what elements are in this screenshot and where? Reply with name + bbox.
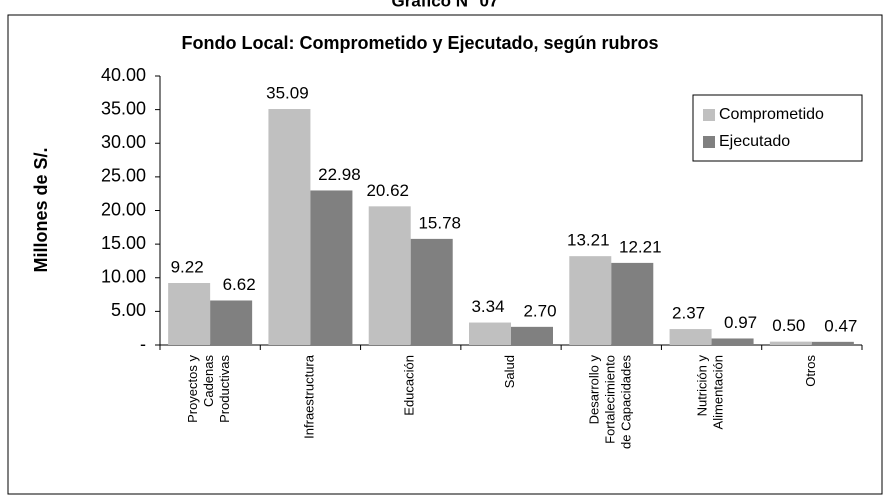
bar [168, 282, 211, 345]
value-label: 35.09 [266, 84, 309, 103]
bar [569, 256, 612, 345]
legend-label: Ejecutado [719, 133, 790, 150]
value-label: 6.62 [223, 275, 256, 294]
y-tick-label: 5.00 [111, 300, 146, 320]
x-tick-label: Desarrollo yFortalecimientode Capacidade… [587, 355, 634, 449]
legend-box [692, 94, 863, 162]
value-label: 0.97 [724, 313, 757, 332]
legend-label: Comprometido [719, 106, 824, 123]
value-label: 2.37 [672, 304, 705, 323]
value-label: 15.78 [418, 213, 461, 232]
value-label: 20.62 [366, 181, 409, 200]
value-label: 0.47 [824, 316, 857, 335]
value-label: 12.21 [619, 237, 662, 256]
bar [669, 329, 712, 345]
bar [611, 262, 654, 345]
y-tick-label: 30.00 [101, 132, 146, 152]
x-tick-label: Nutrición yAlimentación [695, 355, 726, 430]
bar [310, 190, 353, 345]
y-tick-label: 25.00 [101, 166, 146, 186]
y-tick-label: 35.00 [101, 98, 146, 118]
value-label: 3.34 [471, 297, 504, 316]
x-tick-label: Educación [402, 355, 417, 416]
chart-title: Fondo Local: Comprometido y Ejecutado, s… [181, 33, 658, 53]
x-tick-label: Salud [502, 355, 517, 388]
y-tick-label: 40.00 [101, 65, 146, 85]
value-label: 13.21 [567, 231, 610, 250]
value-label: 0.50 [772, 316, 805, 335]
bar [469, 322, 511, 345]
x-tick-label: Proyectos yCadenasProductivas [186, 355, 233, 423]
x-tick-label: Otros [803, 355, 818, 387]
y-axis-label: Millones de S/. [31, 147, 51, 272]
y-tick-label: 10.00 [101, 267, 146, 287]
value-label: 9.22 [171, 257, 204, 276]
x-tick-label: Infraestructura [302, 354, 317, 439]
bar [368, 206, 411, 345]
chart-header: Gráfico N° 07 [392, 0, 499, 10]
bar [769, 341, 812, 345]
bar [410, 238, 453, 345]
bar [511, 326, 553, 345]
value-label: 2.70 [523, 301, 556, 320]
y-tick-label: - [140, 334, 146, 354]
legend-swatch [703, 136, 715, 148]
value-label: 22.98 [318, 165, 361, 184]
bar [268, 109, 311, 346]
bar [210, 300, 253, 345]
y-tick-label: 15.00 [101, 233, 146, 253]
legend-swatch [703, 109, 715, 121]
bar [811, 341, 854, 345]
bar [711, 338, 754, 345]
y-tick-label: 20.00 [101, 199, 146, 219]
